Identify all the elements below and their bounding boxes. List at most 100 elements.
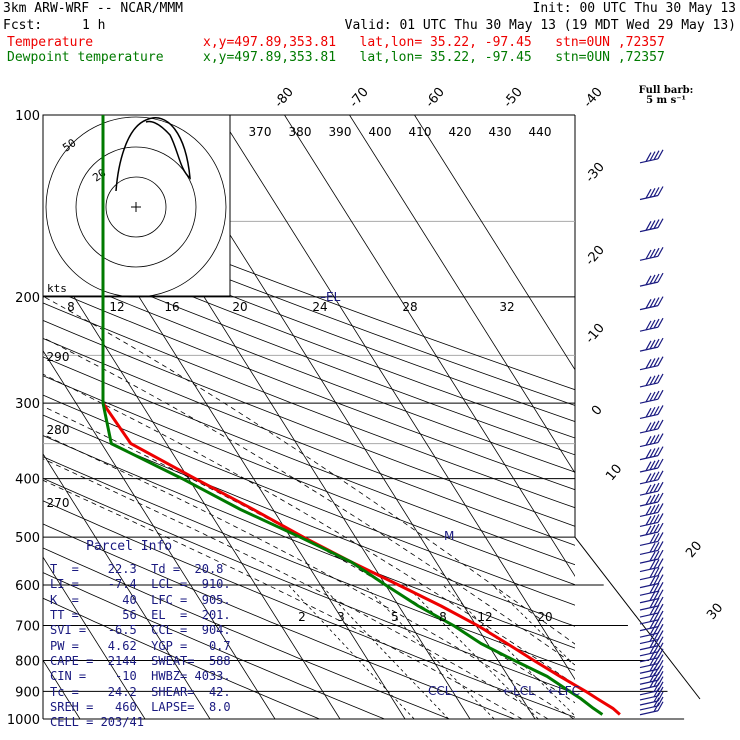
barb-note-line1: Full barb: bbox=[638, 85, 694, 96]
wind-barb-flag bbox=[657, 296, 664, 306]
wind-barb bbox=[639, 373, 664, 388]
isotherm-line bbox=[43, 246, 341, 719]
wind-barb-flag bbox=[653, 677, 660, 687]
isotherm-line bbox=[414, 115, 575, 371]
wind-barb-staff bbox=[639, 626, 659, 632]
moist-adiabat-line bbox=[43, 373, 575, 685]
wind-barb-flag bbox=[657, 589, 664, 600]
wind-barb-flag bbox=[653, 611, 660, 622]
wind-barb-staff bbox=[639, 227, 659, 233]
wind-barb-flag bbox=[653, 559, 660, 569]
wind-barb-staff bbox=[639, 657, 659, 663]
dry-adiabat-line bbox=[43, 220, 575, 422]
wind-barb-flag bbox=[649, 298, 656, 308]
wind-barb-flag bbox=[653, 406, 660, 416]
mixing-ratio-label: 20 bbox=[537, 610, 552, 624]
wind-barbs bbox=[639, 149, 664, 716]
wind-barb-flag bbox=[645, 422, 652, 432]
wind-barb bbox=[639, 549, 664, 564]
wind-barb-flag bbox=[653, 482, 660, 493]
wind-barb-staff bbox=[639, 382, 659, 388]
isotherm-label: -20 bbox=[583, 243, 608, 269]
wind-barb-staff bbox=[639, 501, 659, 507]
wind-barb-flag bbox=[649, 435, 656, 445]
isotherm-line bbox=[43, 349, 276, 719]
mixing-ratio-label: 12 bbox=[477, 610, 492, 624]
sounding-series bbox=[101, 115, 621, 716]
wind-barb-staff bbox=[639, 632, 659, 638]
dry-adiabat-line bbox=[43, 205, 575, 406]
wind-barb-staff bbox=[639, 558, 659, 564]
wind-barb-flag bbox=[653, 374, 660, 385]
wind-barb-flag bbox=[653, 682, 660, 693]
wind-barb-staff bbox=[639, 549, 659, 556]
dry-adiabat-line bbox=[43, 285, 575, 491]
wind-barb-staff bbox=[639, 398, 659, 404]
wind-barb bbox=[639, 574, 664, 589]
dry-adiabat-line bbox=[43, 190, 575, 391]
wind-barb-flag bbox=[649, 248, 656, 259]
wind-barb-flag bbox=[645, 525, 652, 536]
wind-barb-flag bbox=[649, 494, 656, 505]
wind-barb-flag bbox=[653, 697, 660, 708]
wind-barb-flag bbox=[653, 247, 660, 258]
parcel-row-tt: TT = 56 EL = 201. bbox=[50, 608, 231, 622]
wind-barb-flag bbox=[649, 661, 656, 672]
moist-adiabat-line bbox=[43, 405, 575, 704]
theta-label: 280 bbox=[47, 423, 70, 437]
dry-adiabat-line bbox=[43, 477, 575, 694]
forecast-hour: 1 h bbox=[82, 18, 106, 33]
moist-adiabat-label: 32 bbox=[499, 300, 514, 314]
theta-label: 290 bbox=[47, 350, 70, 364]
pressure-tick-label: 100 bbox=[15, 109, 40, 124]
wind-barb bbox=[639, 419, 664, 434]
wind-barb-flag bbox=[649, 612, 656, 623]
wind-barb-flag bbox=[653, 273, 660, 284]
isotherm-label: -60 bbox=[423, 85, 448, 111]
wind-barb bbox=[639, 389, 664, 404]
wind-barb-staff bbox=[639, 511, 659, 518]
wind-barb-flag bbox=[645, 484, 652, 495]
wind-barb-flag bbox=[657, 446, 664, 456]
moist-adiabat-label: 8 bbox=[67, 300, 75, 314]
wind-barb-flag bbox=[653, 357, 660, 367]
wind-barb-flag bbox=[645, 436, 652, 446]
isotherm-label: -80 bbox=[272, 85, 297, 111]
theta-label: 440 bbox=[529, 125, 552, 139]
wind-barb-staff bbox=[639, 521, 659, 528]
wind-barb-flag bbox=[645, 449, 652, 459]
wind-barb-flag bbox=[653, 582, 660, 593]
legend-dewpoint-label: Dewpoint temperature bbox=[7, 50, 164, 65]
wind-barb-flag bbox=[657, 218, 664, 228]
wind-barb-flag bbox=[657, 337, 664, 348]
hodograph-trace bbox=[115, 117, 191, 192]
wind-barb-flag bbox=[657, 247, 664, 257]
wind-barb-flag bbox=[645, 392, 652, 403]
parcel-row-tc: Tc = 24.2 SHEAR= 42. bbox=[50, 685, 231, 699]
wind-barb-flag bbox=[649, 151, 656, 161]
dry-adiabat-line bbox=[43, 414, 575, 627]
wind-barb bbox=[639, 522, 664, 537]
theta-label: 410 bbox=[409, 125, 432, 139]
dry-adiabat-line bbox=[43, 456, 575, 671]
wind-barb-flag bbox=[649, 598, 656, 609]
isotherm-label: -70 bbox=[347, 85, 372, 111]
hodograph-ring bbox=[75, 146, 197, 268]
wind-barb-flag bbox=[649, 483, 656, 494]
wind-barb bbox=[639, 247, 664, 261]
pressure-tick-label: 200 bbox=[15, 291, 40, 306]
wind-barb-staff bbox=[639, 575, 659, 581]
hodograph-ring bbox=[45, 116, 227, 298]
wind-barb-staff bbox=[639, 668, 659, 674]
wind-barb-flag bbox=[657, 356, 664, 366]
wind-barb-flag bbox=[649, 678, 656, 688]
wind-barb-flag bbox=[653, 219, 660, 229]
isotherm-label: -40 bbox=[581, 85, 606, 111]
wind-barb-flag bbox=[653, 604, 660, 615]
wind-barb-staff bbox=[639, 326, 659, 332]
wind-barb-staff bbox=[639, 490, 659, 496]
wind-barb-flag bbox=[645, 275, 652, 286]
wind-barb-staff bbox=[639, 710, 659, 716]
wind-barb-flag bbox=[653, 297, 660, 307]
wind-barb-flag bbox=[649, 319, 656, 330]
